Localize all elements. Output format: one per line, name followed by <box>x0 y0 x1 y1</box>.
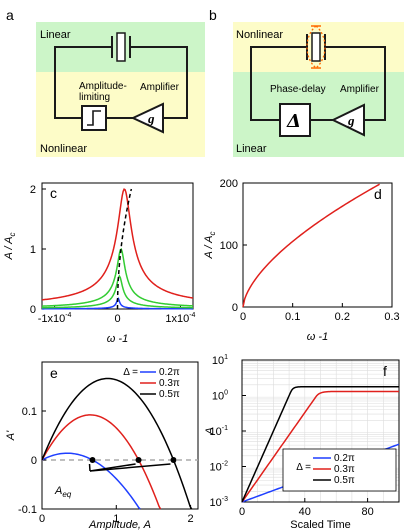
chart-c-ylabel: A / Ac <box>3 232 17 260</box>
panel-a-box2-label: Amplifier <box>140 82 180 93</box>
panel-b-amplifier-icon <box>330 103 365 137</box>
chart-e-letter: e <box>50 365 58 381</box>
chart-c-xlabel: ω -1 <box>107 333 128 345</box>
chart-f-legend-label: 0.5π <box>334 475 355 486</box>
chart-f-legend-label: 0.2π <box>334 453 355 464</box>
chart-f-xtick-label: 80 <box>361 506 373 518</box>
panel-b-top-label: Nonlinear <box>236 29 283 41</box>
chart-e-legend-prefix: Δ = <box>123 367 138 378</box>
chart-d-frame <box>242 182 393 308</box>
chart-e-series-line <box>41 414 162 510</box>
chart-d-xtick-label: 0.3 <box>384 311 399 323</box>
chart-f-legend-prefix: Δ = <box>296 462 311 473</box>
chart-e-ytick-label: 0.1 <box>22 406 37 418</box>
panel-a-step-icon <box>87 110 101 126</box>
chart-d-ytick-label: 0 <box>232 302 238 314</box>
panel-b-box1-label: Phase-delay <box>270 84 326 95</box>
chart-d-xtick-label: 0.1 <box>285 311 300 323</box>
chart-e-xtick-label: 0 <box>39 513 45 525</box>
chart-e-equilibrium-dot <box>89 457 96 463</box>
chart-f-xtick-label: 40 <box>299 506 311 518</box>
chart-d-ylabel: A / Ac <box>203 231 217 259</box>
chart-e-annotation-arrow <box>89 463 171 472</box>
panel-a-amplifier-icon <box>130 102 164 134</box>
panel-a-resonator-icon <box>111 32 131 62</box>
panel-b-box2-label: Amplifier <box>340 84 380 95</box>
chart-e-ytick-label: 0 <box>31 455 37 467</box>
chart-c-ytick-label: 2 <box>30 184 36 196</box>
chart-d-xtick-label: 0 <box>240 311 246 323</box>
chart-c-letter: c <box>50 185 57 201</box>
panel-a-letter: a <box>6 7 14 23</box>
chart-e-frame <box>41 361 199 510</box>
chart-f-series-line <box>241 390 399 503</box>
chart-f-ytick-label: 100 <box>212 390 228 403</box>
panel-a-box1-line1: Amplitude- <box>79 81 127 92</box>
chart-f-xlabel: Scaled Time <box>290 519 351 530</box>
panel-b: b Nonlinear Linear Δ Phase-delay g Ampli… <box>209 7 404 157</box>
chart-e-xlabel: Amplitude, A <box>88 519 151 530</box>
chart-f-letter: f <box>383 363 387 379</box>
chart-e-xtick-label: 2 <box>188 513 194 525</box>
panel-a-nonlinear-bg <box>36 72 205 157</box>
chart-c-series-line <box>41 188 194 301</box>
chart-e-ytick-label: -0.1 <box>18 504 37 516</box>
chart-e-legend-label: 0.5π <box>159 389 180 400</box>
panel-b-linear-bg <box>233 72 404 157</box>
chart-e-equilibrium-dot <box>170 457 177 463</box>
chart-d: d 0 0.1 0.2 0.3 0 100 200 ω -1 A / Ac <box>203 178 400 343</box>
panel-b-resonator-icon <box>306 25 326 69</box>
chart-f-legend-label: 0.3π <box>334 464 355 475</box>
chart-c-backbone-line <box>116 188 133 310</box>
panel-b-bottom-label: Linear <box>236 143 267 155</box>
chart-e-series-line <box>41 377 193 510</box>
chart-e-annotation: Aeq <box>54 485 72 499</box>
chart-d-ytick-label: 200 <box>220 178 238 190</box>
chart-e-equilibrium-dot <box>135 457 142 463</box>
panel-b-amp-symbol: g <box>347 113 355 128</box>
panel-b-delay-symbol: Δ <box>286 111 301 132</box>
chart-c-series-line <box>41 274 194 309</box>
chart-e-ylabel: A' <box>5 430 17 441</box>
panel-a-amp-symbol: g <box>147 111 155 126</box>
panel-b-letter: b <box>209 7 217 23</box>
panel-a: a Linear Nonlinear Amplitude- limiting g… <box>6 7 205 157</box>
chart-e-legend-label: 0.2π <box>159 367 180 378</box>
chart-d-ytick-label: 100 <box>220 240 238 252</box>
panel-a-right-wire <box>130 46 188 119</box>
chart-c-xtick-label: 0 <box>114 313 120 325</box>
chart-f-legend-box <box>282 448 397 492</box>
panel-b-delay-box <box>279 103 311 137</box>
panel-a-left-wire <box>54 46 112 119</box>
chart-f-ytick-label: 10-2 <box>210 461 229 474</box>
chart-e-legend-label: 0.3π <box>159 378 180 389</box>
chart-d-series-line <box>242 183 380 308</box>
panel-a-box1-line2: limiting <box>79 92 110 103</box>
chart-f-ytick-label: 101 <box>212 354 228 367</box>
chart-c-xtick-label: 1x10-4 <box>165 312 195 325</box>
chart-d-letter: d <box>374 186 382 202</box>
chart-f-xtick-label: 0 <box>239 506 245 518</box>
panel-a-limiter-box <box>81 105 107 131</box>
chart-c-series-line <box>41 248 194 307</box>
chart-f-series-line <box>241 385 399 503</box>
panel-b-right-wire <box>325 46 386 121</box>
chart-c-ytick-label: 0 <box>30 304 36 316</box>
panel-b-left-wire <box>250 46 307 121</box>
chart-c-frame <box>41 182 194 310</box>
chart-d-xtick-label: 0.2 <box>335 311 350 323</box>
chart-c-ytick-label: 1 <box>30 244 36 256</box>
chart-c-xtick-label: -1x10-4 <box>38 312 72 325</box>
chart-d-xlabel: ω -1 <box>307 331 328 343</box>
panel-a-bottom-label: Nonlinear <box>40 143 87 155</box>
chart-e-xtick-label: 1 <box>113 513 119 525</box>
chart-f-ytick-label: 10-3 <box>210 496 229 509</box>
chart-f-ylabel: A <box>204 427 216 435</box>
panel-a-top-label: Linear <box>40 29 71 41</box>
